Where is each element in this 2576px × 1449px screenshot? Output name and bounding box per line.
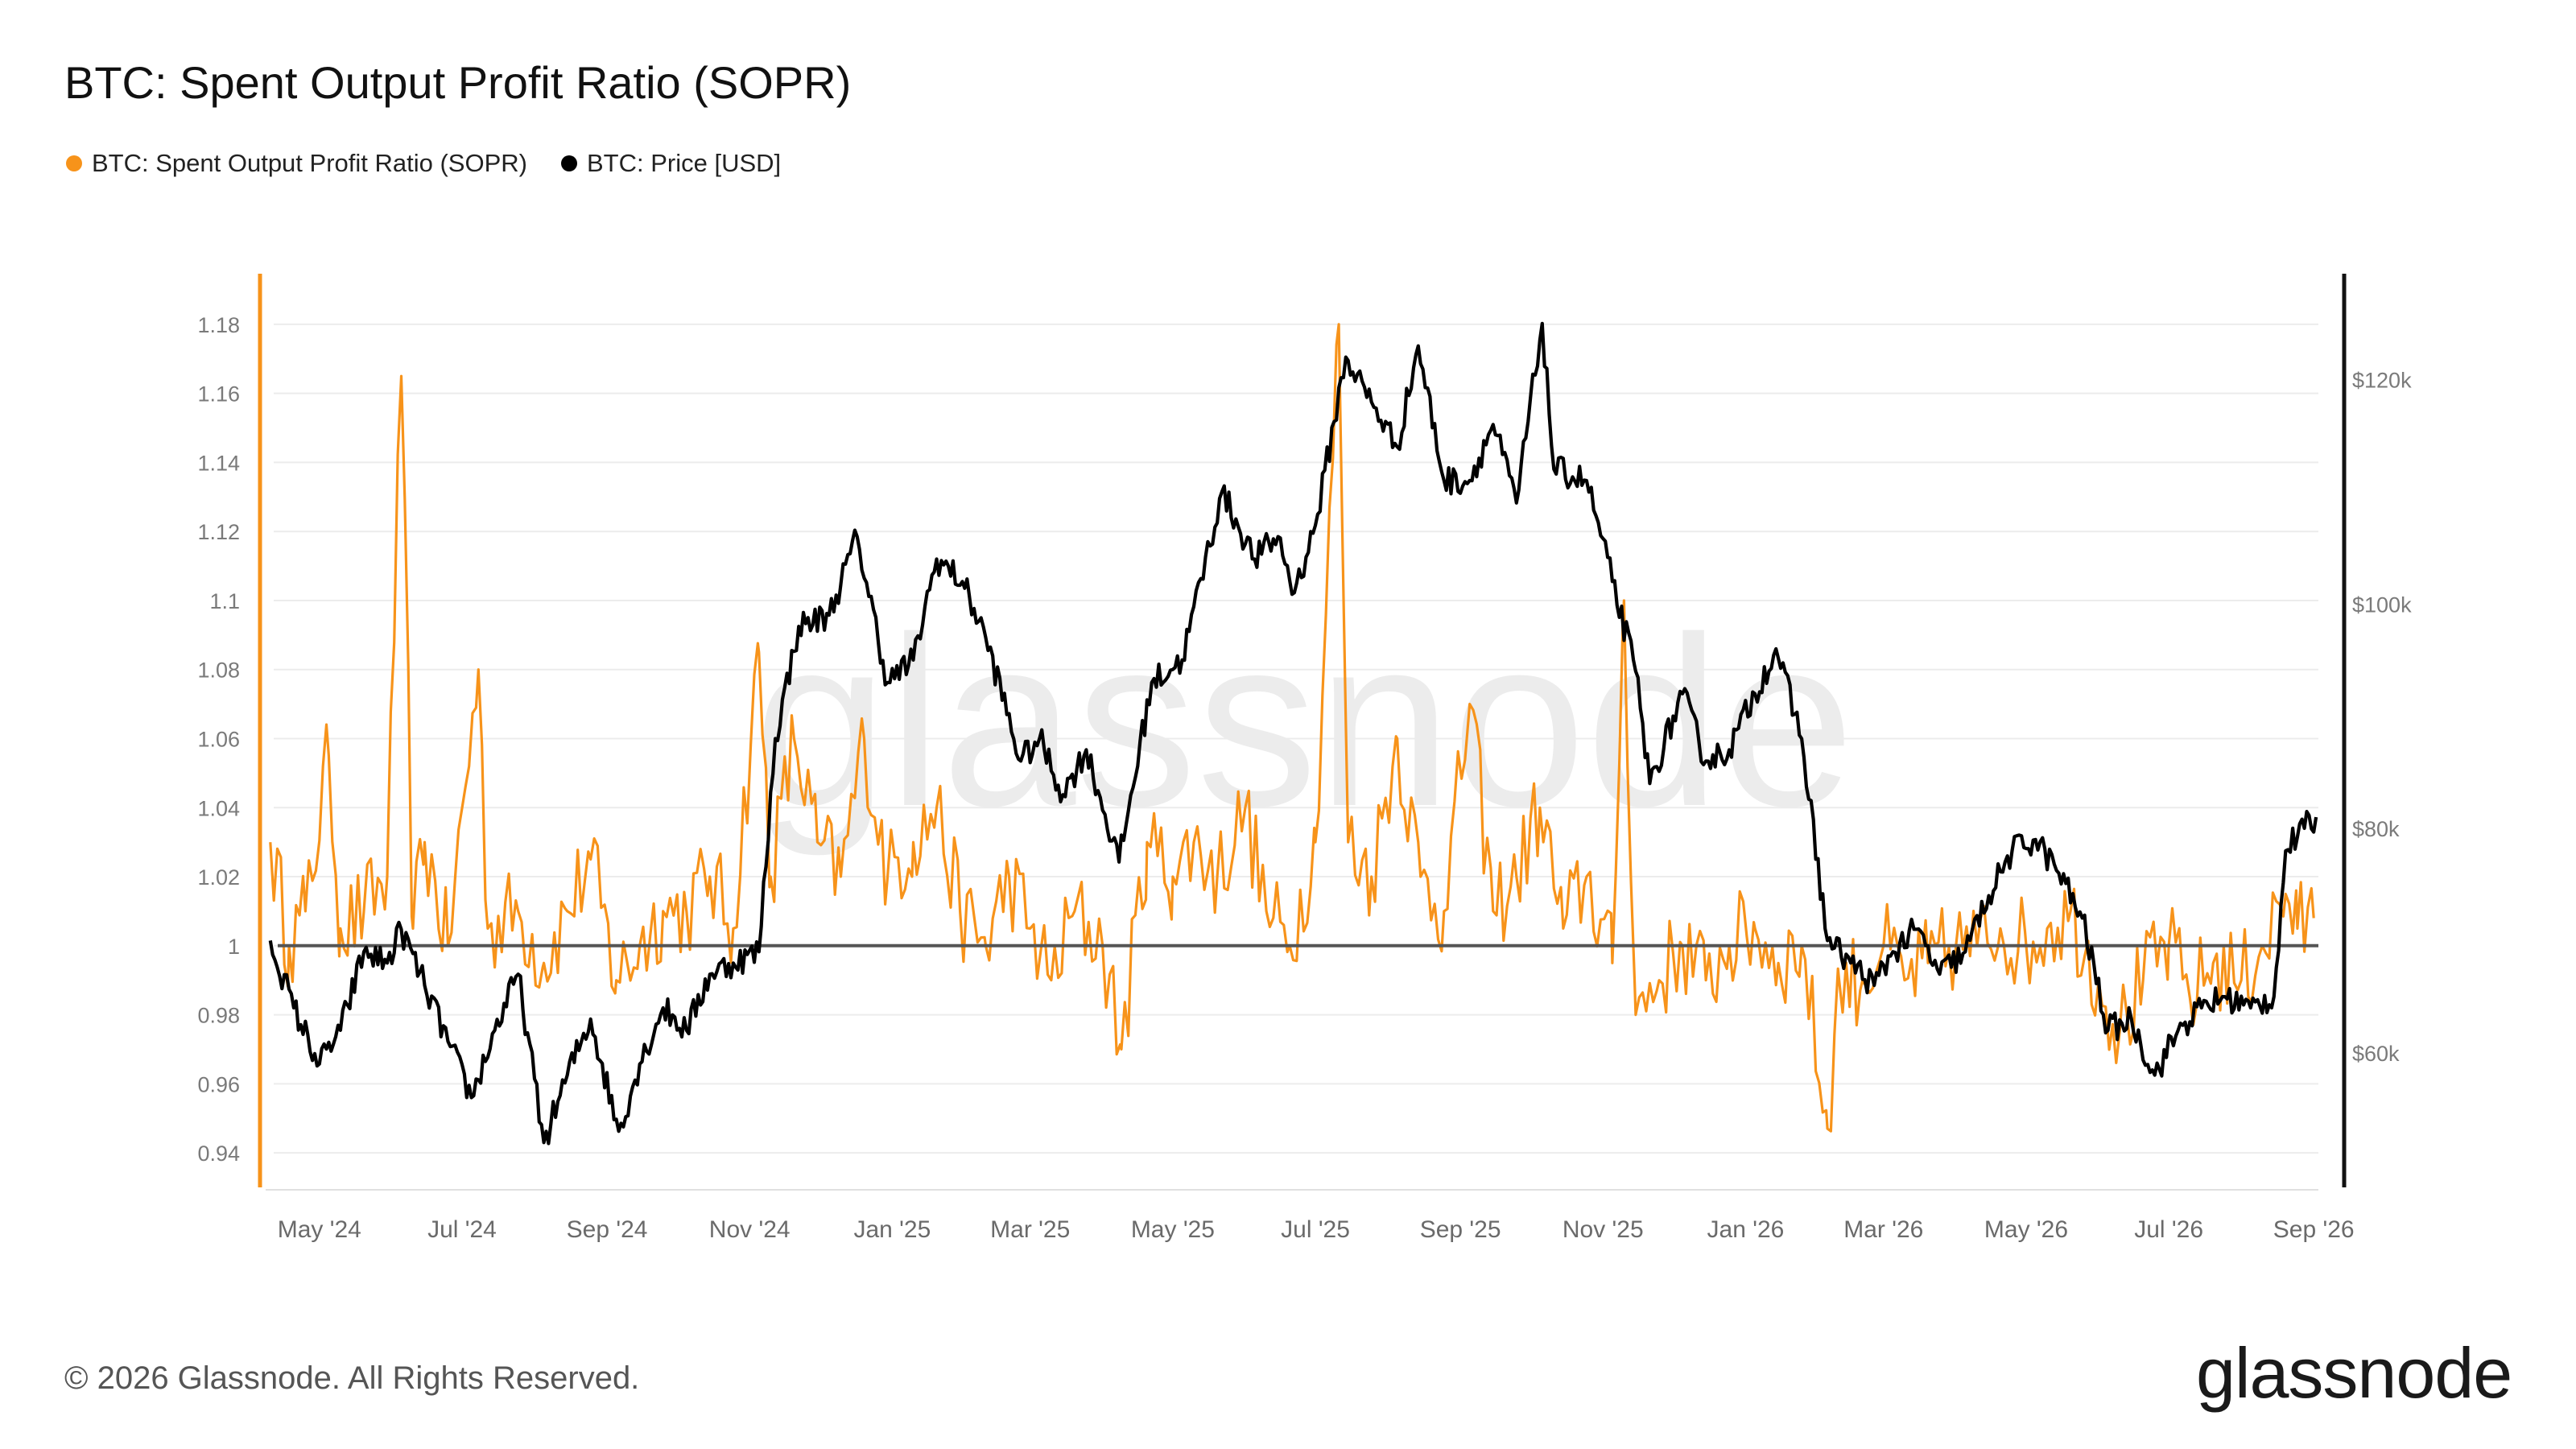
x-tick-label-13: Jul '26 (2134, 1216, 2203, 1243)
legend-dot-price (560, 155, 577, 171)
y-left-tick-label-6: 1.06 (197, 728, 240, 752)
y-left-tick-label-0: 1.18 (197, 313, 240, 337)
x-tick-label-5: Mar '25 (990, 1216, 1070, 1243)
x-tick-label-10: Jan '26 (1707, 1216, 1785, 1243)
watermark-text: glassnode (753, 586, 1855, 858)
x-tick-label-12: May '26 (1984, 1216, 2068, 1243)
x-tick-label-2: Sep '24 (567, 1216, 648, 1243)
x-tick-label-1: Jul '24 (427, 1216, 497, 1243)
y-left-tick-label-7: 1.04 (197, 796, 240, 820)
x-tick-label-8: Sep '25 (1420, 1216, 1501, 1243)
series-lines (268, 321, 2318, 1146)
x-tick-label-6: May '25 (1131, 1216, 1215, 1243)
grid-lines (274, 323, 2318, 1154)
legend-item-sopr[interactable]: BTC: Spent Output Profit Ratio (SOPR) (66, 149, 527, 178)
legend-item-price[interactable]: BTC: Price [USD] (560, 149, 782, 178)
y-left-tick-label-9: 1 (228, 935, 240, 959)
legend: BTC: Spent Output Profit Ratio (SOPR) BT… (66, 149, 815, 178)
legend-dot-sopr (66, 155, 82, 171)
x-tick-label-4: Jan '25 (853, 1216, 931, 1243)
legend-label-price: BTC: Price [USD] (586, 149, 782, 177)
y-left-tick-label-10: 0.98 (197, 1004, 240, 1028)
tick-labels: 1.18 1.16 1.14 1.12 1.1 1.08 1.06 1.04 1.02 1 0.98… (197, 313, 2412, 1243)
y-left-tick-label-8: 1.02 (197, 865, 240, 890)
y-left-tick-label-12: 0.94 (197, 1141, 240, 1166)
x-tick-label-14: Sep '26 (2273, 1216, 2355, 1243)
y-left-tick-label-1: 1.16 (197, 382, 240, 407)
series-line-price (268, 321, 2318, 1146)
y-left-tick-label-3: 1.12 (197, 520, 240, 544)
y-left-tick-label-11: 0.96 (197, 1072, 240, 1096)
axes (258, 274, 2347, 1191)
y-right-tick-label-2: $80k (2352, 817, 2400, 841)
x-tick-label-3: Nov '24 (709, 1216, 791, 1243)
glassnode-logo[interactable]: glassnode (2196, 1333, 2512, 1413)
y-right-tick-label-1: $100k (2352, 592, 2412, 617)
y-right-tick-label-0: $120k (2352, 369, 2412, 393)
y-right-tick-label-3: $60k (2352, 1042, 2400, 1066)
x-tick-label-0: May '24 (278, 1216, 361, 1243)
x-tick-label-7: Jul '25 (1281, 1216, 1350, 1243)
y-left-tick-label-5: 1.08 (197, 658, 240, 683)
x-tick-label-9: Nov '25 (1563, 1216, 1644, 1243)
y-left-tick-label-2: 1.14 (197, 451, 240, 475)
legend-label-sopr: BTC: Spent Output Profit Ratio (SOPR) (92, 149, 527, 177)
chart-title: BTC: Spent Output Profit Ratio (SOPR) (64, 57, 852, 108)
footer-copyright: © 2026 Glassnode. All Rights Reserved. (64, 1360, 640, 1396)
x-tick-label-11: Mar '26 (1843, 1216, 1923, 1243)
y-left-tick-label-4: 1.1 (209, 589, 240, 613)
